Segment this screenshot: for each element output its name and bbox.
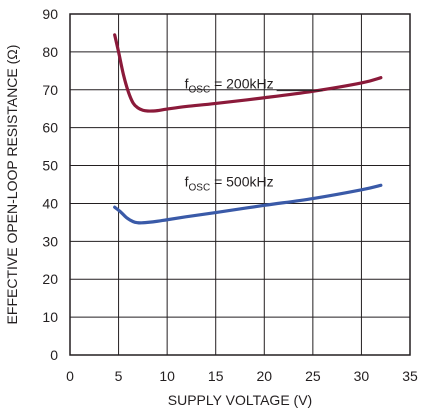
- y-axis-title: EFFECTIVE OPEN-LOOP RESISTANCE (Ω): [4, 45, 20, 325]
- y-tick-label: 0: [50, 347, 58, 363]
- x-tick-label: 20: [256, 368, 272, 384]
- y-tick-label: 60: [42, 120, 58, 136]
- y-tick-label: 30: [42, 233, 58, 249]
- x-tick-label: 30: [354, 368, 370, 384]
- series-annotation-1: fOSC = 200kHz: [185, 76, 274, 96]
- x-tick-label: 25: [305, 368, 321, 384]
- y-tick-label: 50: [42, 158, 58, 174]
- series-line-1: [113, 33, 383, 113]
- y-tick-label: 20: [42, 271, 58, 287]
- x-tick-label: 15: [208, 368, 224, 384]
- series-layer: [113, 33, 383, 225]
- y-tick-label: 10: [42, 309, 58, 325]
- y-tick-labels: 0 10 20 30 40 50 60 70 80 90: [42, 6, 58, 363]
- y-tick-label: 70: [42, 82, 58, 98]
- y-tick-label: 90: [42, 6, 58, 22]
- annotations: fOSC = 200kHz fOSC = 500kHz: [185, 76, 323, 193]
- y-tick-label: 80: [42, 44, 58, 60]
- x-tick-label: 0: [66, 368, 74, 384]
- y-tick-label: 40: [42, 195, 58, 211]
- x-tick-label: 10: [159, 368, 175, 384]
- plot-frame: [69, 13, 411, 356]
- series-annotation-2: fOSC = 500kHz: [185, 173, 274, 193]
- grid: [70, 14, 410, 355]
- x-tick-label: 35: [402, 368, 418, 384]
- series-line-2: [113, 183, 383, 225]
- x-tick-label: 5: [115, 368, 123, 384]
- x-axis-title: SUPPLY VOLTAGE (V): [168, 392, 312, 408]
- x-tick-labels: 0 5 10 15 20 25 30 35: [66, 368, 418, 384]
